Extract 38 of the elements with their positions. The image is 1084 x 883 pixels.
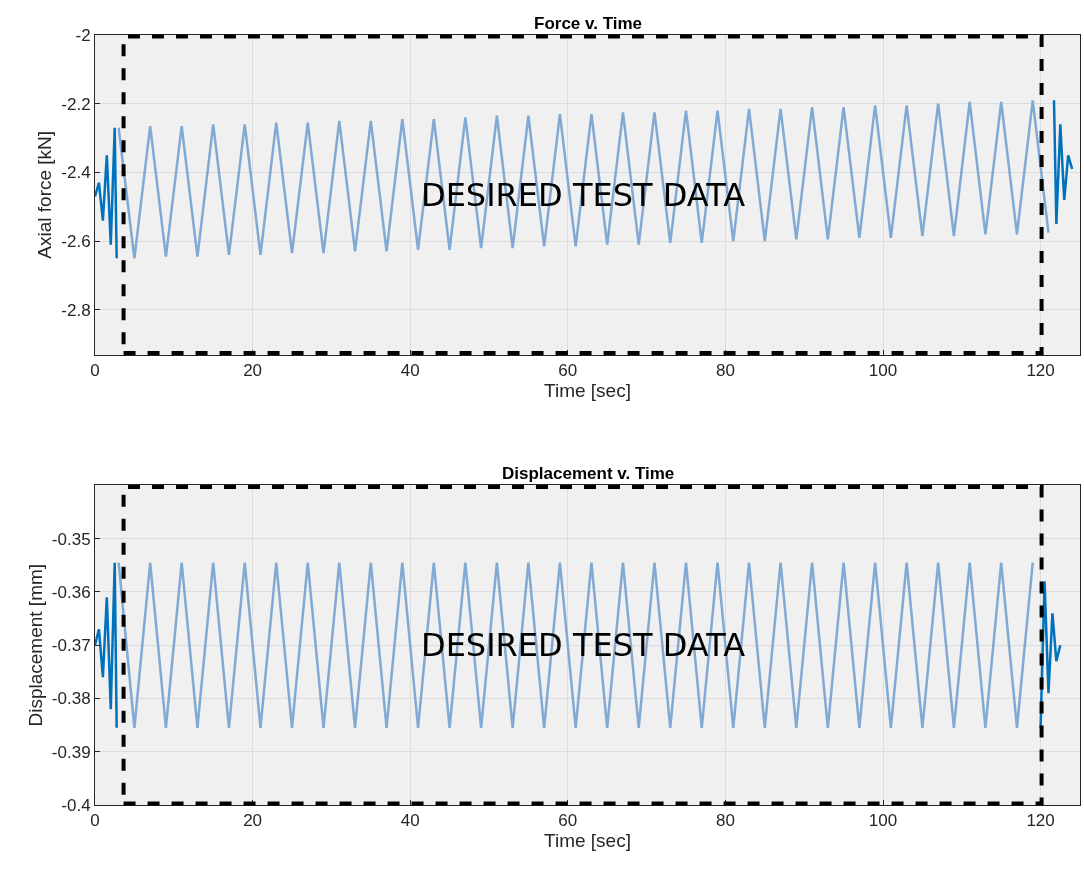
line-series [95, 561, 118, 730]
x-tick-label: 100 [868, 811, 898, 831]
line-series [95, 126, 118, 260]
line-series [1039, 580, 1062, 730]
y-tick-label: -0.35 [51, 529, 91, 549]
y-tick-label: -2.6 [61, 232, 91, 252]
annotation: DESIRED TEST DATA [421, 626, 746, 664]
y-axis-title: Displacement [mm] [24, 563, 46, 727]
y-tick-label: -0.38 [51, 689, 91, 709]
x-tick-label: 0 [90, 360, 100, 380]
x-tick-label: 120 [1026, 360, 1055, 380]
x-tick-label: 60 [558, 360, 578, 380]
y-axis-title: Axial force [kN] [34, 130, 56, 259]
x-tick-label: 100 [868, 360, 898, 380]
line-series [1052, 99, 1074, 226]
line-series [117, 99, 1050, 260]
x-tick-label: 20 [243, 360, 263, 380]
x-tick-label: 40 [400, 360, 420, 380]
y-tick-label: -2.8 [61, 300, 91, 320]
chart-title: Force v. Time [534, 14, 643, 33]
x-tick-label: 60 [558, 811, 578, 831]
y-tick-label: -0.36 [51, 582, 91, 602]
y-tick-label: -2.2 [61, 94, 91, 114]
y-tick-label: -2 [75, 25, 91, 45]
chart-title: Displacement v. Time [502, 464, 675, 483]
x-tick-label: 0 [90, 811, 100, 831]
x-tick-label: 20 [243, 811, 263, 831]
x-axis-title: Time [sec] [544, 379, 631, 401]
y-tick-label: -0.37 [51, 636, 91, 656]
x-tick-label: 80 [715, 360, 735, 380]
annotation: DESIRED TEST DATA [421, 176, 746, 214]
x-axis-title: Time [sec] [544, 830, 631, 852]
x-tick-label: 80 [715, 811, 735, 831]
y-tick-label: -2.4 [61, 163, 91, 183]
y-tick-label: -0.39 [51, 742, 91, 762]
x-tick-label: 120 [1026, 811, 1055, 831]
y-tick-label: -0.4 [61, 795, 91, 815]
x-tick-label: 40 [400, 811, 420, 831]
